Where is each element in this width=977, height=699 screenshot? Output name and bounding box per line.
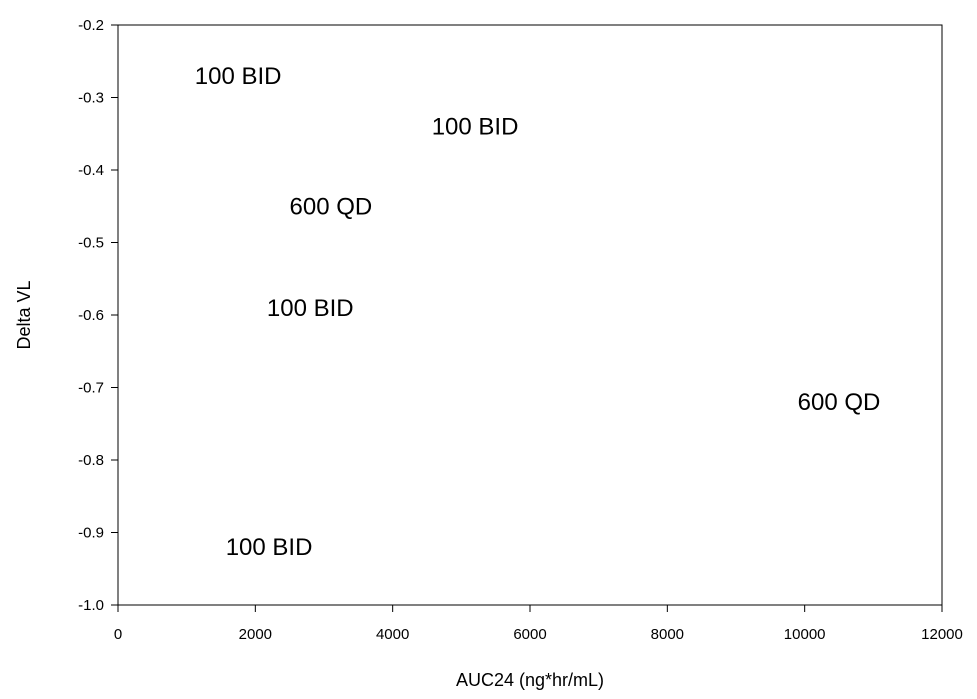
plot-area-border — [117, 24, 943, 606]
y-tick-label: -0.4 — [78, 162, 104, 179]
y-tick-label: -1.0 — [78, 597, 104, 614]
x-tick-label: 4000 — [376, 626, 409, 643]
y-tick-label: -0.2 — [78, 17, 104, 34]
y-tick-label: -0.6 — [78, 307, 104, 324]
x-tick-label: 6000 — [513, 626, 546, 643]
y-tick-label: -0.9 — [78, 525, 104, 542]
y-tick-label: -0.7 — [78, 380, 104, 397]
y-axis-title: Delta VL — [14, 280, 34, 349]
data-point-label: 600 QD — [798, 389, 881, 416]
data-point-label: 100 BID — [195, 63, 282, 90]
data-point-label: 100 BID — [432, 114, 519, 141]
y-tick-label: -0.5 — [78, 235, 104, 252]
x-tick-label: 2000 — [239, 626, 272, 643]
data-point-label: 100 BID — [267, 295, 354, 322]
plot-frame — [117, 24, 943, 606]
x-axis: 0 2000 4000 6000 8000 10000 12000 — [114, 605, 963, 643]
x-tick-label: 10000 — [784, 626, 826, 643]
x-axis-title: AUC24 (ng*hr/mL) — [456, 670, 604, 690]
x-tick-label: 0 — [114, 626, 122, 643]
data-point-labels: 100 BID 100 BID 600 QD 100 BID 600 QD 100 BID — [195, 63, 881, 561]
x-tick-label: 12000 — [921, 626, 963, 643]
x-tick-label: 8000 — [651, 626, 684, 643]
y-tick-label: -0.8 — [78, 452, 104, 469]
y-tick-label: -0.3 — [78, 90, 104, 107]
data-point-label: 100 BID — [226, 534, 313, 561]
y-axis: -1.0 -0.9 -0.8 -0.7 -0.6 -0.5 -0.4 -0.3 -0.2 — [78, 17, 118, 614]
data-point-label: 600 QD — [290, 193, 373, 220]
